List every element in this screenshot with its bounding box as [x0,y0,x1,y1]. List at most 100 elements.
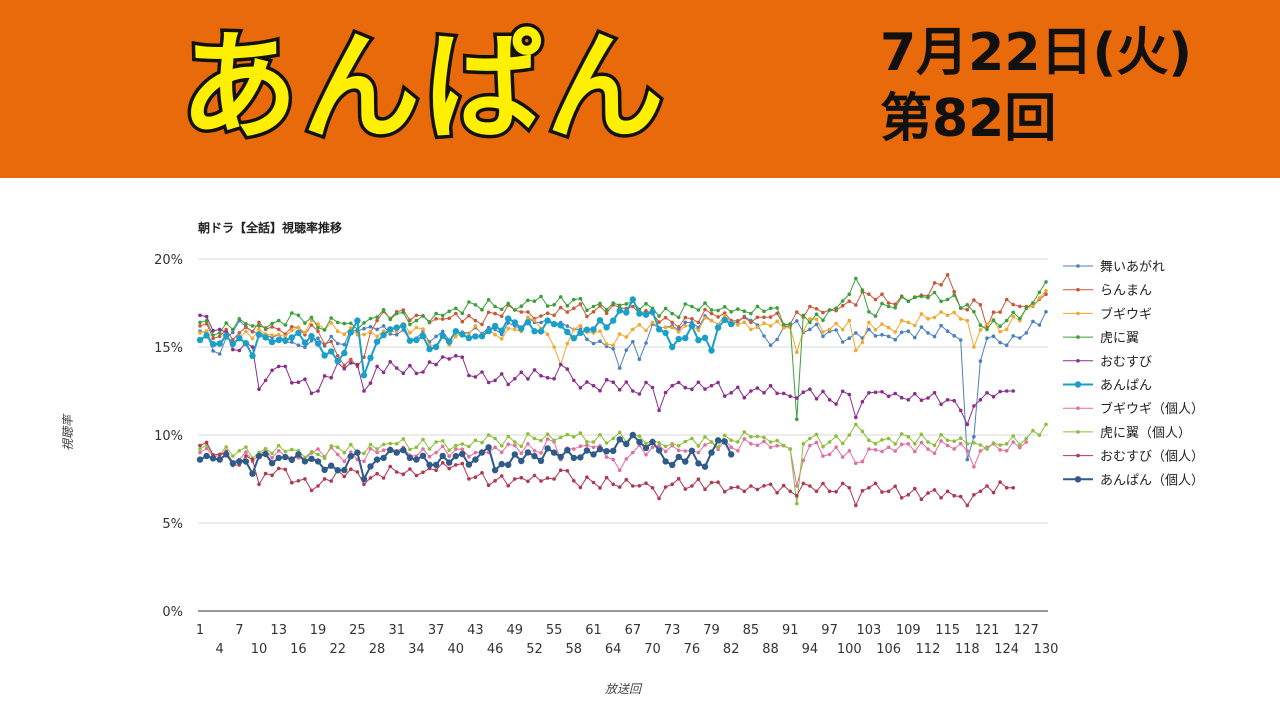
data-point [493,445,497,450]
data-point [663,325,668,329]
data-point [696,380,701,385]
data-point [381,448,386,453]
data-point [394,470,399,474]
data-point [703,316,707,320]
data-point [250,329,255,334]
x-tick-label: 73 [664,623,681,638]
data-point [460,447,465,452]
data-point [814,307,819,311]
data-point [854,331,858,335]
legend-item[interactable]: 舞いあがれ [1063,260,1165,275]
data-point [223,332,230,339]
data-point [952,293,956,297]
data-point [539,451,543,455]
legend-item[interactable]: あんぱん [1063,379,1152,394]
data-point [722,313,727,318]
chart-title: 朝ドラ【全話】視聴率推移 [198,220,342,235]
data-point [421,314,425,318]
data-point [972,298,976,302]
legend-item[interactable]: 虎に翼（個人） [1063,426,1191,441]
data-point [604,475,609,480]
data-point [611,301,615,305]
data-point [795,350,799,355]
data-point [276,443,281,448]
data-point [400,446,407,454]
data-point [244,445,248,449]
data-point [880,333,884,337]
legend-item[interactable]: らんまん [1063,284,1152,299]
data-point [498,460,505,468]
data-point [552,477,556,481]
data-point [506,434,511,439]
data-point [1004,486,1009,490]
data-point [814,489,819,494]
data-point [749,389,753,393]
x-tick-label: 100 [837,642,862,657]
legend-item[interactable]: おむすび [1063,355,1152,370]
data-point [867,292,871,296]
legend-item[interactable]: あんぱん（個人） [1063,473,1204,488]
data-point [565,341,570,346]
data-point [703,435,707,439]
data-point [572,435,576,439]
legend-label: おむすび（個人） [1100,450,1204,465]
data-point [795,493,799,498]
data-point [781,443,786,448]
data-point [880,490,884,494]
data-point [683,315,688,320]
data-point [755,487,760,492]
data-point [499,372,504,376]
data-point [296,343,301,347]
data-point [696,450,701,455]
series-8 [198,422,1048,506]
x-tick-label: 82 [723,642,740,657]
legend-item[interactable]: 虎に翼 [1063,331,1139,346]
data-point [880,390,884,394]
data-point [387,326,394,333]
legend-item[interactable]: ブギウギ [1063,306,1152,322]
data-point [919,398,924,402]
data-point [709,440,714,444]
data-point [198,443,202,448]
legend-item[interactable]: おむすび（個人） [1063,450,1204,465]
data-point [1044,310,1048,314]
data-point [406,337,414,344]
data-point [847,449,852,453]
legend-item[interactable]: ブギウギ（個人） [1063,401,1204,417]
data-point [303,321,307,325]
data-point [381,308,386,312]
data-point [729,391,733,395]
data-point [827,308,832,312]
data-point [644,481,648,486]
x-tick-label: 67 [625,623,642,638]
data-point [421,327,425,331]
data-point [762,309,766,314]
data-point [972,435,976,439]
data-point [598,486,602,490]
data-point [649,308,656,315]
data-point [447,316,452,321]
data-point [519,475,524,480]
data-point [440,355,445,359]
data-point [585,308,589,312]
data-point [499,314,504,318]
data-point [919,432,924,437]
data-point [932,315,937,320]
data-point [631,339,635,344]
x-tick-label: 115 [935,623,960,638]
data-point [709,308,714,312]
data-point [570,335,577,342]
data-point [932,334,937,339]
data-point [886,394,891,399]
data-point [329,375,334,380]
data-point [952,493,956,498]
data-point [926,396,930,400]
data-point [631,304,635,309]
data-point [867,438,871,443]
data-point [676,330,681,334]
data-point [728,451,735,458]
data-point [537,328,545,335]
data-point [295,451,302,458]
data-point [1004,389,1009,393]
